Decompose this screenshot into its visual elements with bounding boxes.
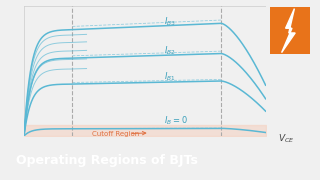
Text: $I_{B1}$: $I_{B1}$ [164,71,176,83]
Text: $V_{CE}$: $V_{CE}$ [278,132,294,145]
Text: $I_B = 0$: $I_B = 0$ [164,115,188,127]
Polygon shape [282,9,295,53]
FancyBboxPatch shape [269,6,312,55]
Text: Cutoff Region: Cutoff Region [92,130,139,137]
Text: $I_{B2}$: $I_{B2}$ [164,45,176,57]
Text: Operating Regions of BJTs: Operating Regions of BJTs [16,154,198,167]
Text: $I_{B3}$: $I_{B3}$ [164,16,176,28]
